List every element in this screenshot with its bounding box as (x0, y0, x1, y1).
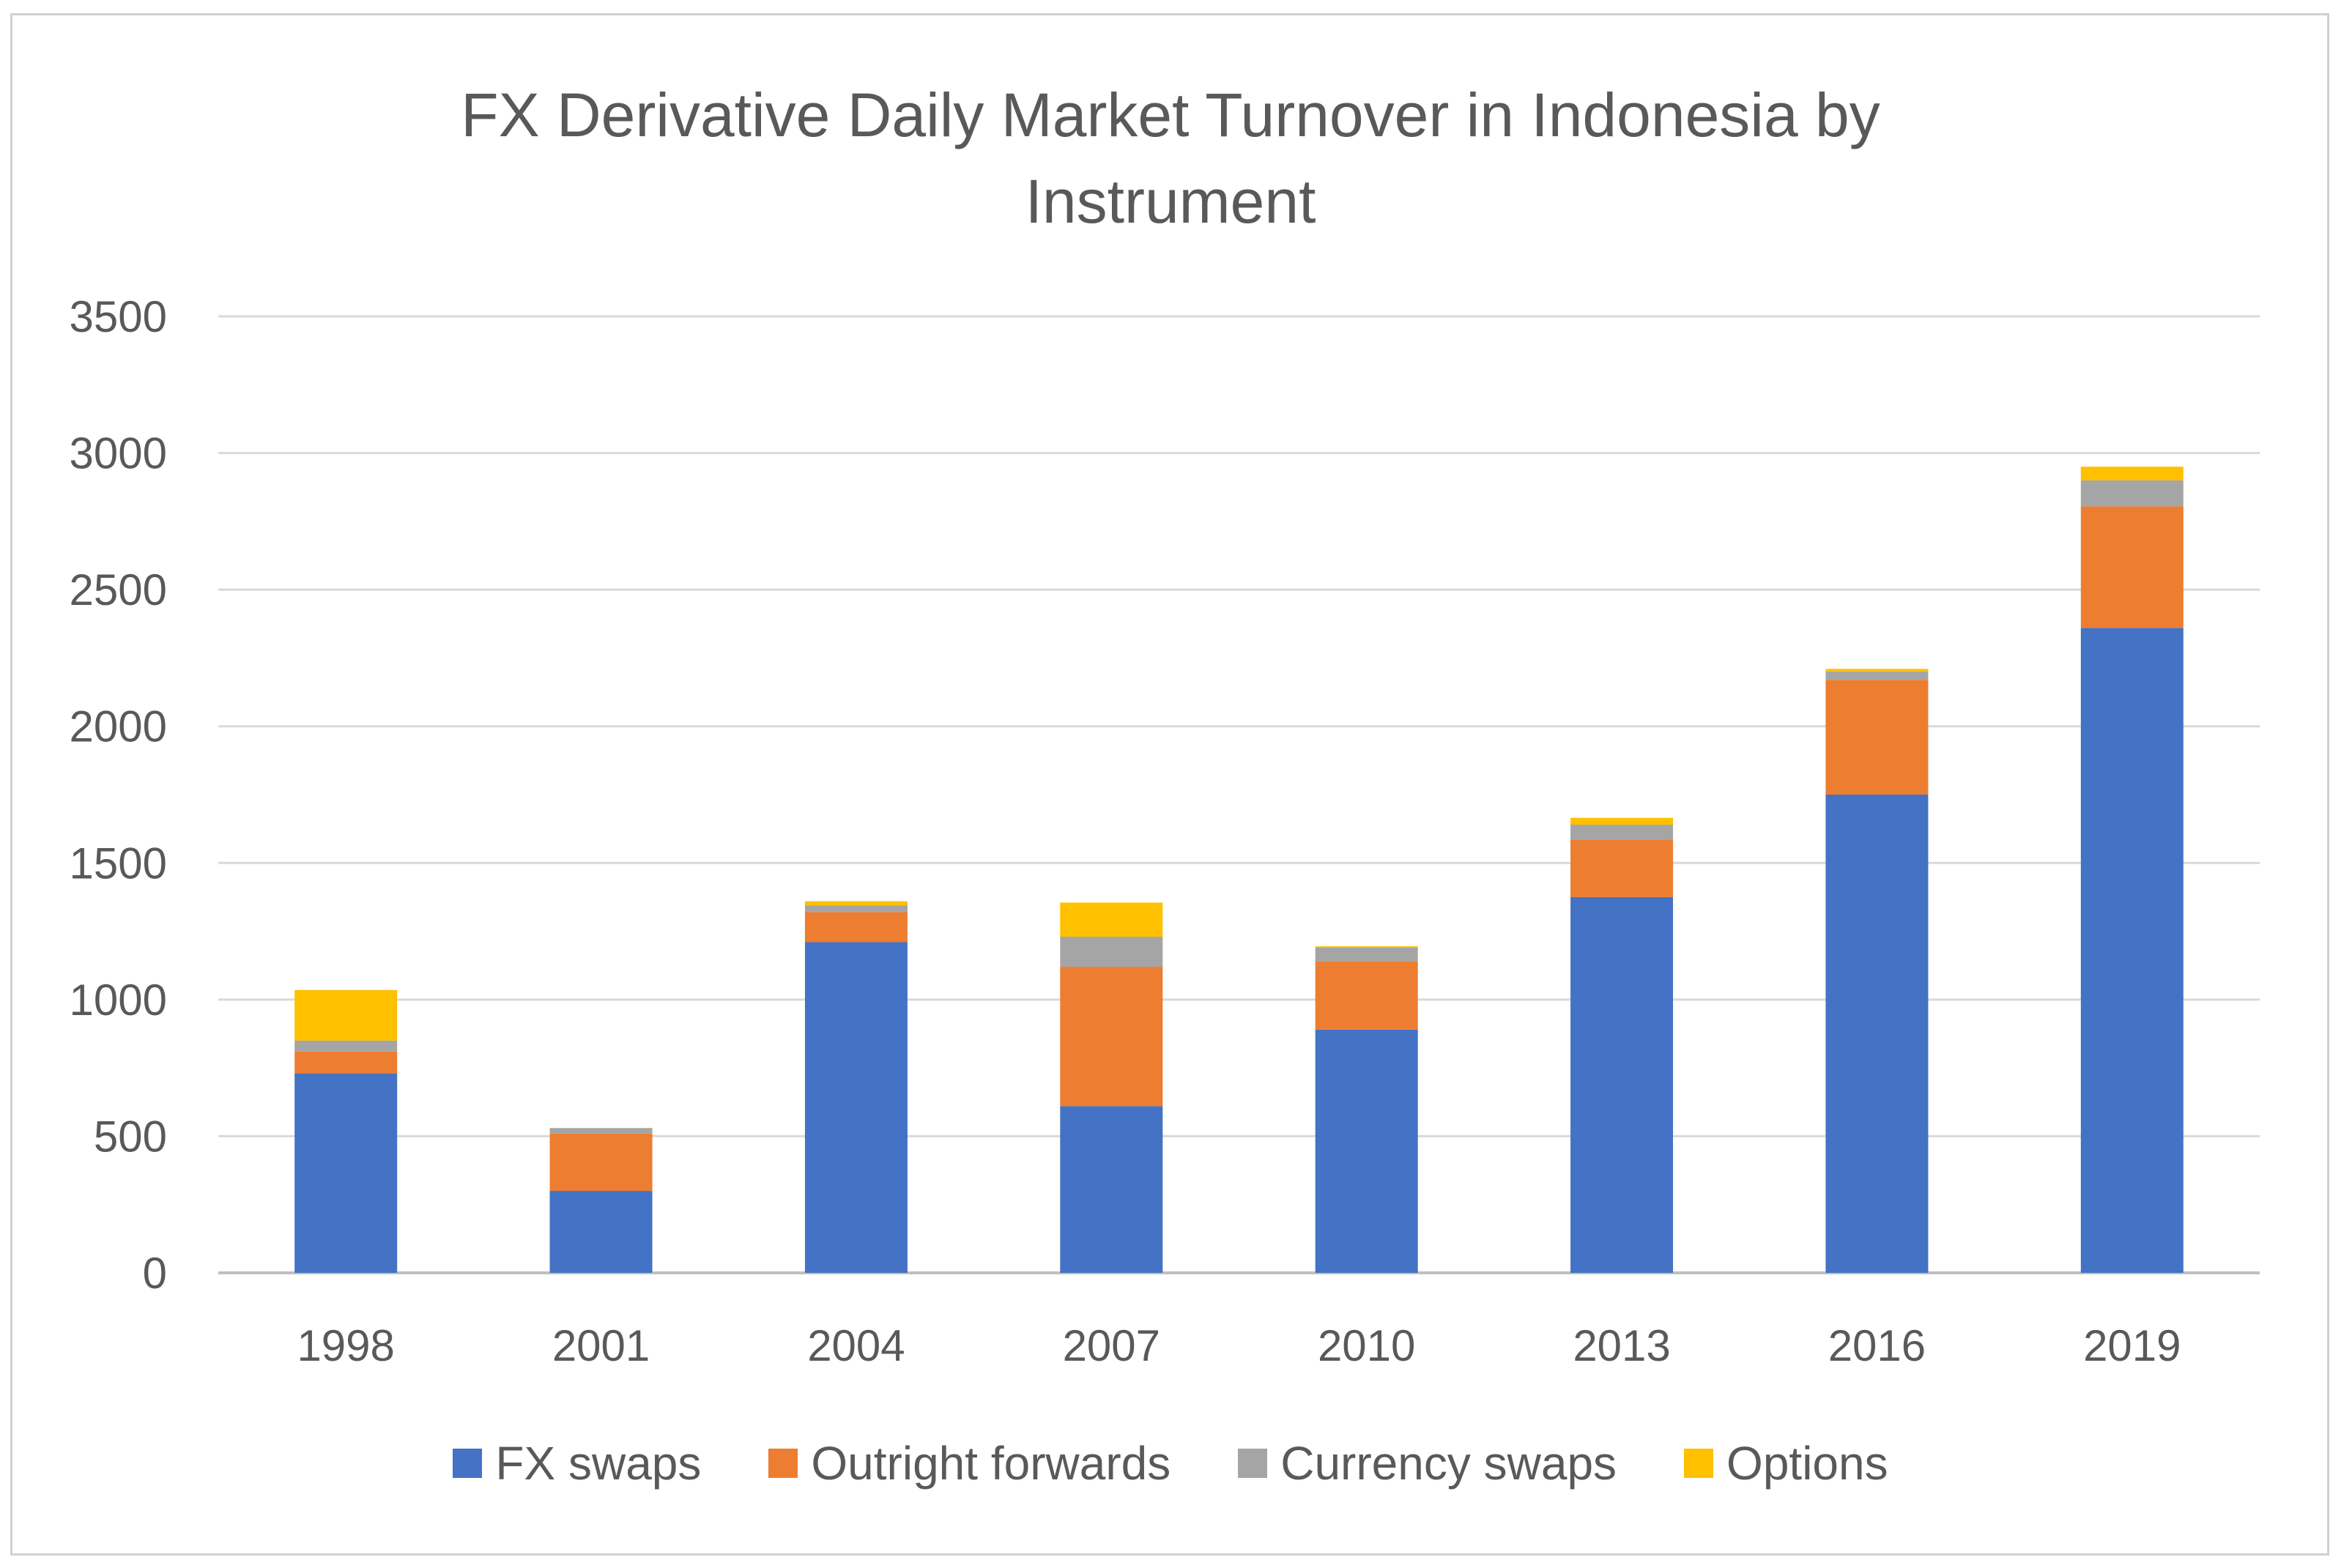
y-tick-label: 0 (143, 1249, 167, 1298)
bar-segment-2007-2 (1060, 937, 1163, 967)
x-tick-label: 2007 (1063, 1321, 1160, 1370)
bar-segment-2016-3 (1825, 669, 1929, 672)
y-tick-label: 1000 (70, 976, 167, 1025)
legend-label: Currency swaps (1280, 1437, 1617, 1490)
bar-segment-1998-0 (294, 1073, 398, 1273)
legend-item: Outright forwards (768, 1434, 1170, 1493)
bars (294, 467, 2184, 1273)
bar-segment-2004-0 (804, 942, 908, 1273)
x-tick-label: 1998 (297, 1321, 394, 1370)
legend-item: FX swaps (453, 1434, 701, 1493)
x-axis-ticks: 1998 2001 2004 2007 2010 2013 2016 2019 (297, 1321, 2181, 1370)
bar-segment-2016-0 (1825, 795, 1929, 1273)
y-tick-label: 1500 (70, 839, 167, 888)
legend-swatch (768, 1449, 798, 1478)
legend-label: FX swaps (495, 1437, 702, 1490)
chart-title: FX Derivative Daily Market Turnover in I… (0, 72, 2341, 245)
gridlines (218, 315, 2260, 1274)
bar-segment-2007-1 (1060, 967, 1163, 1107)
chart-title-line-2: Instrument (1025, 167, 1316, 236)
y-tick-label: 500 (94, 1112, 167, 1161)
bar-segment-2013-3 (1570, 817, 1674, 825)
y-tick-label: 3500 (70, 292, 167, 341)
bar-segment-1998-3 (294, 989, 398, 1041)
y-tick-label: 2500 (70, 565, 167, 614)
bar-segment-1998-1 (294, 1051, 398, 1074)
bar-segment-2001-1 (549, 1133, 653, 1192)
bar-segment-2010-1 (1315, 961, 1418, 1030)
x-tick-label: 2019 (2083, 1321, 2181, 1370)
bar-segment-2007-3 (1060, 902, 1163, 937)
bar-segment-2010-0 (1315, 1029, 1418, 1273)
bar-segment-2019-1 (2080, 506, 2184, 628)
legend-swatch (453, 1449, 483, 1478)
legend-item: Currency swaps (1238, 1434, 1617, 1493)
y-tick-label: 3000 (70, 429, 167, 478)
bar-segment-2019-2 (2080, 480, 2184, 507)
bar-segment-2004-2 (804, 905, 908, 913)
legend: FX swaps Outright forwards Currency swaps O… (0, 1434, 2341, 1493)
bar-segment-2001-0 (549, 1191, 653, 1273)
x-tick-label: 2001 (552, 1321, 650, 1370)
legend-label: Outright forwards (811, 1437, 1171, 1490)
x-tick-label: 2016 (1828, 1321, 1926, 1370)
bar-segment-2013-1 (1570, 839, 1674, 897)
bar-segment-2007-0 (1060, 1106, 1163, 1273)
legend-item: Options (1684, 1434, 1888, 1493)
bar-segment-2019-0 (2080, 628, 2184, 1273)
bar-segment-2016-2 (1825, 672, 1929, 680)
bar-segment-2013-0 (1570, 896, 1674, 1273)
x-tick-label: 2013 (1573, 1321, 1670, 1370)
bar-segment-2016-1 (1825, 680, 1929, 795)
y-axis-ticks: 0 500 1000 1500 2000 2500 3000 3500 (70, 292, 167, 1298)
bar-segment-2004-1 (804, 912, 908, 943)
bar-segment-2004-3 (804, 901, 908, 906)
chart-frame (10, 13, 2329, 1556)
chart-title-line-1: FX Derivative Daily Market Turnover in I… (461, 81, 1880, 149)
x-tick-label: 2004 (807, 1321, 905, 1370)
legend-swatch (1238, 1449, 1268, 1478)
bar-segment-2013-2 (1570, 825, 1674, 840)
legend-label: Options (1726, 1437, 1888, 1490)
bar-segment-2010-2 (1315, 947, 1418, 962)
bar-segment-1998-2 (294, 1040, 398, 1052)
legend-swatch (1684, 1449, 1714, 1478)
bar-segment-2010-3 (1315, 946, 1418, 948)
bar-segment-2001-2 (549, 1128, 653, 1134)
bar-segment-2019-3 (2080, 467, 2184, 480)
y-tick-label: 2000 (70, 702, 167, 751)
x-tick-label: 2010 (1318, 1321, 1415, 1370)
